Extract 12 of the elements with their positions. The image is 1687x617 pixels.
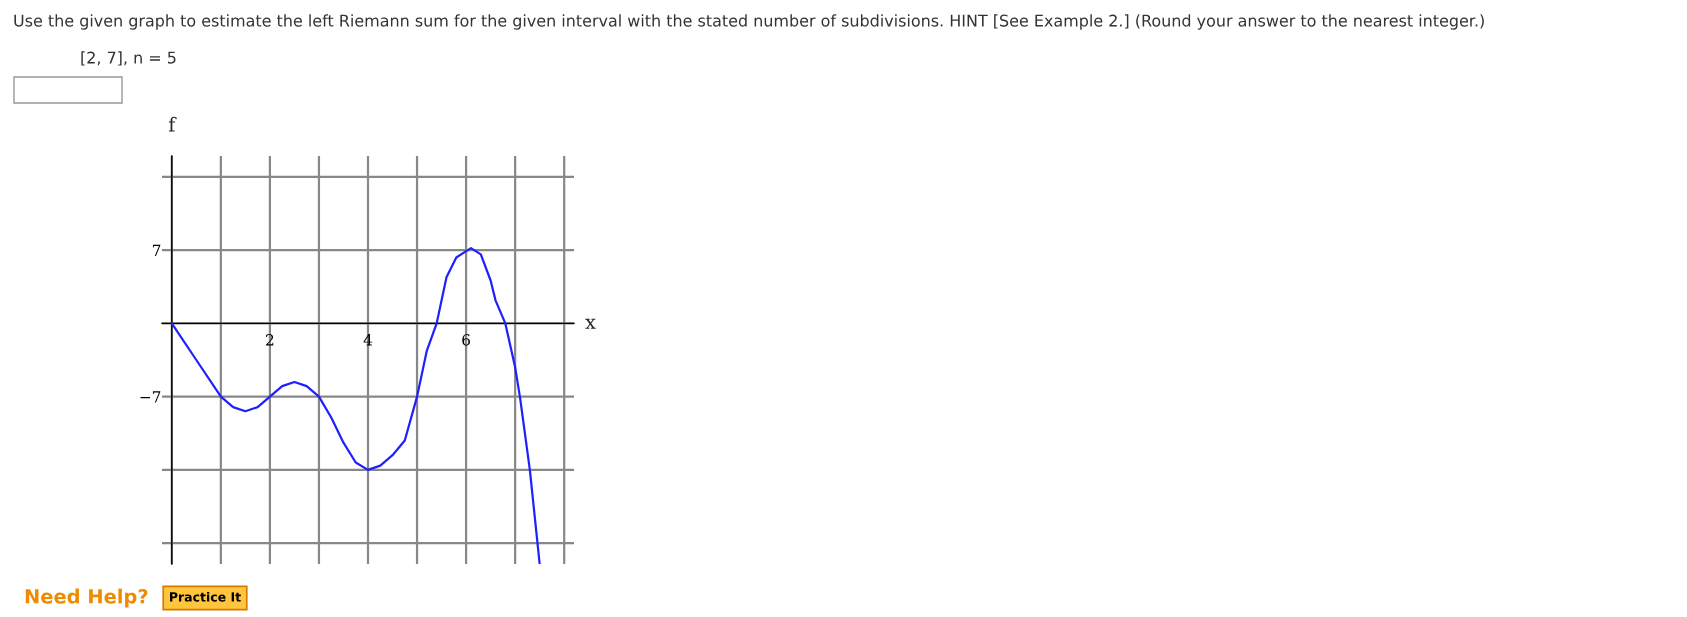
chart-subtitle: [2, 7], n = 5 xyxy=(81,51,176,66)
x-tick-label: 2 xyxy=(266,334,274,346)
text: Use the given graph to estimate the left Riemann sum for the given interval with the stated number of subdivisions. HINT [See Example 2.] (Round your answer to the nearest integer.) xyxy=(14,14,1484,30)
y-tick-label: 7 xyxy=(152,244,161,256)
y-axis-title: f xyxy=(168,116,177,132)
line-series xyxy=(170,246,541,564)
text: Practice It xyxy=(170,591,241,602)
x-axis-title: x xyxy=(585,318,596,329)
x-tick-label: 6 xyxy=(462,334,470,346)
y-tick-label: −7 xyxy=(140,391,161,403)
x-tick-label: 4 xyxy=(363,334,373,346)
text: Need Help? xyxy=(25,588,148,608)
